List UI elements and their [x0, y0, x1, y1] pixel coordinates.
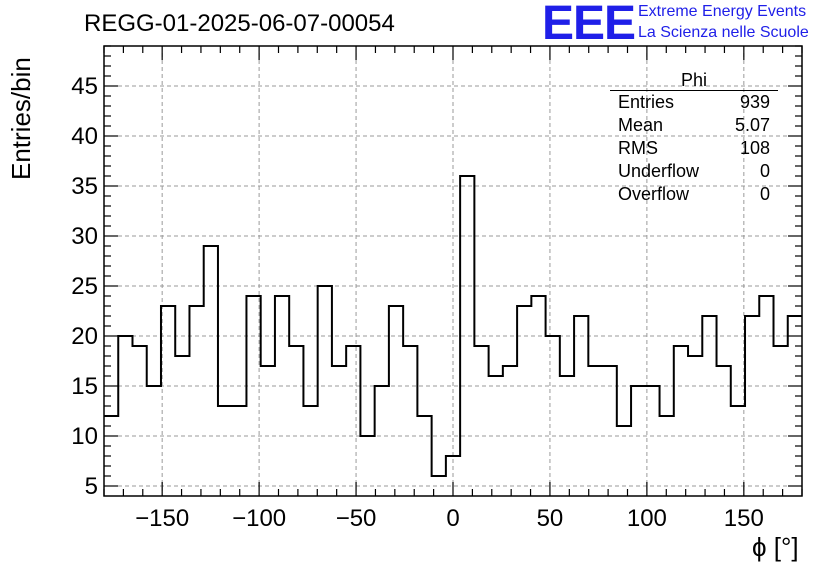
y-tick-label: 25	[71, 273, 98, 300]
x-tick-label: 0	[446, 505, 459, 532]
stats-row-entries: Entries 939	[610, 91, 778, 114]
y-tick-label: 30	[71, 223, 98, 250]
stats-title: Phi	[610, 70, 778, 91]
y-tick-label: 15	[71, 373, 98, 400]
stats-value: 0	[759, 184, 770, 204]
eee-logo: EEE	[542, 0, 636, 50]
stats-row-underflow: Underflow 0	[610, 160, 778, 183]
stats-value: 939	[739, 92, 770, 112]
y-tick-label: 35	[71, 173, 98, 200]
stats-row-overflow: Overflow 0	[610, 183, 778, 206]
y-tick-label: 40	[71, 123, 98, 150]
x-axis-label: ϕ [°]	[752, 532, 799, 562]
stats-label: RMS	[618, 138, 658, 158]
stats-label: Entries	[618, 92, 675, 112]
y-tick-label: 5	[85, 473, 98, 500]
histogram-line	[104, 175, 802, 477]
x-tick-label: 50	[537, 505, 564, 532]
stats-value: 108	[739, 138, 770, 158]
x-tick-label: −50	[336, 505, 377, 532]
stats-label: Underflow	[618, 161, 700, 181]
chart-title: REGG-01-2025-06-07-00054	[84, 10, 395, 37]
stats-value: 5.07	[734, 115, 770, 135]
stats-label: Mean	[618, 115, 664, 135]
y-tick-label: 20	[71, 323, 98, 350]
x-tick-label: −100	[232, 505, 286, 532]
logo-line-2: La Scienza nelle Scuole	[638, 24, 809, 41]
x-tick-label: −150	[135, 505, 189, 532]
stats-row-rms: RMS 108	[610, 137, 778, 160]
y-tick-label: 10	[71, 423, 98, 450]
stats-label: Overflow	[618, 184, 690, 204]
y-tick-label: 45	[71, 73, 98, 100]
stats-row-mean: Mean 5.07	[610, 114, 778, 137]
x-tick-label: 100	[627, 505, 667, 532]
stats-box: Phi Entries 939 Mean 5.07 RMS 108 Underf…	[610, 70, 778, 206]
logo-line-1: Extreme Energy Events	[638, 3, 807, 20]
x-tick-label: 150	[724, 505, 764, 532]
stats-value: 0	[759, 161, 770, 181]
